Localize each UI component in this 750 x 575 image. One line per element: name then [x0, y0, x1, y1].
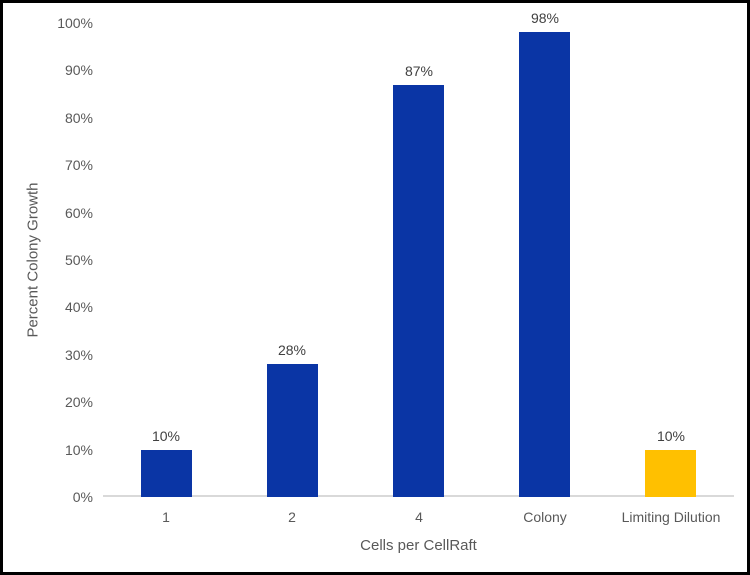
y-tick-label-10: 10%: [64, 441, 93, 458]
x-axis-category-labels: 1 2 4 Colony Limiting Dilution: [103, 509, 734, 527]
data-label-2: 28%: [277, 342, 307, 358]
x-tick-label-2: 2: [288, 509, 296, 525]
x-tick-label-1: 1: [162, 509, 170, 525]
data-label-limiting-dilution: 10%: [656, 428, 686, 444]
data-label-1: 10%: [151, 428, 181, 444]
x-axis-title: Cells per CellRaft: [360, 537, 477, 554]
data-label-colony: 98%: [530, 10, 560, 26]
y-axis-tick-labels: 0% 10% 20% 30% 40% 50% 60% 70% 80% 90% 100%: [3, 15, 93, 505]
y-tick-label-0: 0%: [72, 489, 93, 505]
y-tick-label-20: 20%: [64, 394, 93, 411]
y-tick-label-80: 80%: [64, 109, 93, 126]
y-tick-label-50: 50%: [64, 252, 93, 268]
bar-4: [393, 85, 444, 497]
y-tick-label-30: 30%: [64, 346, 93, 363]
x-tick-label-colony: Colony: [523, 509, 567, 525]
bar-2: [267, 364, 318, 497]
bar-colony: [519, 32, 570, 497]
x-tick-label-limiting-dilution: Limiting Dilution: [621, 509, 721, 525]
y-tick-label-90: 90%: [64, 62, 93, 79]
y-tick-label-40: 40%: [64, 299, 93, 316]
x-tick-label-4: 4: [415, 509, 423, 525]
data-label-4: 87%: [404, 63, 434, 79]
y-tick-label-100: 100%: [57, 15, 93, 31]
bar-1: [141, 450, 192, 497]
bar-limiting-dilution: [645, 450, 696, 497]
y-tick-label-70: 70%: [64, 157, 93, 174]
y-tick-label-60: 60%: [64, 204, 93, 221]
plot-area: 10% 28% 87% 98% 10%: [103, 10, 734, 497]
